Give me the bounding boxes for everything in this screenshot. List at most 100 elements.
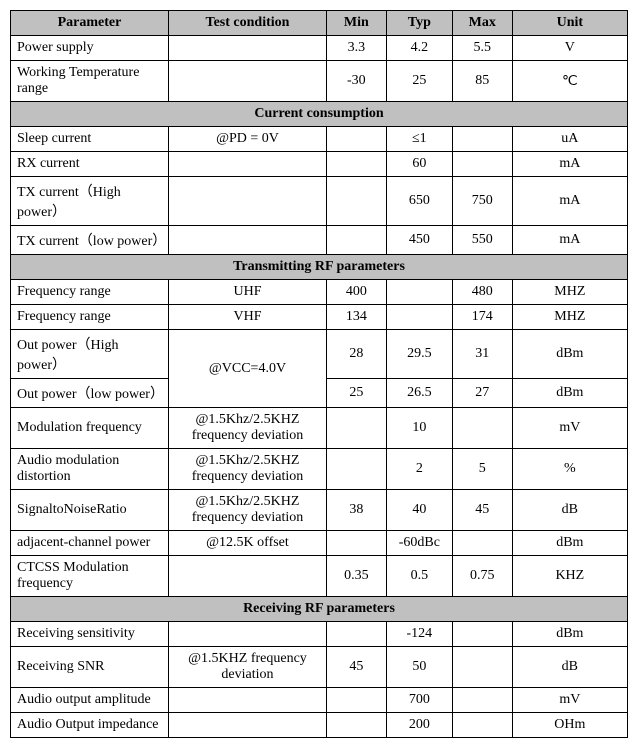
- cell-unit: mA: [512, 152, 627, 177]
- cell-max: [452, 622, 512, 647]
- cell-max: [452, 152, 512, 177]
- cell-max: [452, 713, 512, 738]
- cell-min: -30: [326, 61, 386, 102]
- section-tx-params: Transmitting RF parameters: [11, 255, 628, 280]
- cell-cond: [168, 713, 326, 738]
- cell-typ: -124: [386, 622, 452, 647]
- table-row: SignaltoNoiseRatio @1.5Khz/2.5KHZ freque…: [11, 490, 628, 531]
- cell-min: 25: [326, 379, 386, 408]
- cell-cond: [168, 177, 326, 226]
- table-row: Receiving sensitivity -124 dBm: [11, 622, 628, 647]
- cell-min: [326, 152, 386, 177]
- cell-max: 45: [452, 490, 512, 531]
- cell-min: [326, 449, 386, 490]
- cell-typ: [386, 305, 452, 330]
- cell-param: Modulation frequency: [11, 408, 169, 449]
- cell-param: Out power（low power）: [11, 379, 169, 408]
- col-test-condition: Test condition: [168, 11, 326, 36]
- cell-unit: %: [512, 449, 627, 490]
- table-row: Power supply 3.3 4.2 5.5 V: [11, 36, 628, 61]
- cell-param: TX current（High power）: [11, 177, 169, 226]
- cell-max: 174: [452, 305, 512, 330]
- cell-typ: 450: [386, 226, 452, 255]
- cell-typ: [386, 280, 452, 305]
- cell-cond: @PD = 0V: [168, 127, 326, 152]
- cell-param: Frequency range: [11, 280, 169, 305]
- cell-min: [326, 531, 386, 556]
- cell-unit: ℃: [512, 61, 627, 102]
- cell-param: TX current（low power）: [11, 226, 169, 255]
- cell-typ: 10: [386, 408, 452, 449]
- cell-param: Frequency range: [11, 305, 169, 330]
- table-row: Out power（High power） @VCC=4.0V 28 29.5 …: [11, 330, 628, 379]
- cell-min: [326, 127, 386, 152]
- cell-param: Receiving SNR: [11, 647, 169, 688]
- cell-cond: [168, 152, 326, 177]
- cell-max: [452, 127, 512, 152]
- cell-param: Power supply: [11, 36, 169, 61]
- cell-typ: 2: [386, 449, 452, 490]
- cell-unit: dBm: [512, 330, 627, 379]
- cell-cond: VHF: [168, 305, 326, 330]
- cell-max: 5.5: [452, 36, 512, 61]
- cell-cond: @12.5K offset: [168, 531, 326, 556]
- cell-typ: -60dBc: [386, 531, 452, 556]
- cell-cond: UHF: [168, 280, 326, 305]
- cell-max: 550: [452, 226, 512, 255]
- col-max: Max: [452, 11, 512, 36]
- table-row: TX current（low power） 450 550 mA: [11, 226, 628, 255]
- cell-typ: 4.2: [386, 36, 452, 61]
- cell-param: adjacent-channel power: [11, 531, 169, 556]
- cell-typ: 29.5: [386, 330, 452, 379]
- cell-min: [326, 622, 386, 647]
- cell-max: [452, 688, 512, 713]
- cell-max: 0.75: [452, 556, 512, 597]
- cell-typ: 25: [386, 61, 452, 102]
- section-header: Transmitting RF parameters: [11, 255, 628, 280]
- cell-unit: mA: [512, 177, 627, 226]
- cell-unit: dBm: [512, 379, 627, 408]
- table-row: Frequency range UHF 400 480 MHZ: [11, 280, 628, 305]
- table-row: TX current（High power） 650 750 mA: [11, 177, 628, 226]
- col-parameter: Parameter: [11, 11, 169, 36]
- cell-param: RX current: [11, 152, 169, 177]
- col-unit: Unit: [512, 11, 627, 36]
- cell-cond: @VCC=4.0V: [168, 330, 326, 408]
- cell-cond: [168, 556, 326, 597]
- cell-unit: mV: [512, 408, 627, 449]
- table-row: RX current 60 mA: [11, 152, 628, 177]
- cell-unit: V: [512, 36, 627, 61]
- table-row: Audio output amplitude 700 mV: [11, 688, 628, 713]
- cell-typ: 700: [386, 688, 452, 713]
- cell-typ: 40: [386, 490, 452, 531]
- cell-param: Out power（High power）: [11, 330, 169, 379]
- cell-min: 28: [326, 330, 386, 379]
- cell-min: [326, 713, 386, 738]
- cell-param: Receiving sensitivity: [11, 622, 169, 647]
- cell-unit: uA: [512, 127, 627, 152]
- cell-max: 5: [452, 449, 512, 490]
- cell-min: 45: [326, 647, 386, 688]
- table-row: Frequency range VHF 134 174 MHZ: [11, 305, 628, 330]
- cell-cond: [168, 61, 326, 102]
- cell-param: Sleep current: [11, 127, 169, 152]
- cell-cond: @1.5Khz/2.5KHZ frequency deviation: [168, 490, 326, 531]
- section-current-consumption: Current consumption: [11, 102, 628, 127]
- cell-max: 27: [452, 379, 512, 408]
- cell-min: 38: [326, 490, 386, 531]
- cell-cond: @1.5Khz/2.5KHZ frequency deviation: [168, 449, 326, 490]
- section-rx-params: Receiving RF parameters: [11, 597, 628, 622]
- cell-unit: mA: [512, 226, 627, 255]
- cell-cond: [168, 36, 326, 61]
- cell-min: [326, 688, 386, 713]
- cell-max: [452, 408, 512, 449]
- cell-typ: 200: [386, 713, 452, 738]
- table-row: CTCSS Modulation frequency 0.35 0.5 0.75…: [11, 556, 628, 597]
- cell-min: [326, 226, 386, 255]
- table-row: Working Temperature range -30 25 85 ℃: [11, 61, 628, 102]
- cell-typ: 0.5: [386, 556, 452, 597]
- cell-min: 134: [326, 305, 386, 330]
- cell-max: 480: [452, 280, 512, 305]
- cell-typ: 26.5: [386, 379, 452, 408]
- cell-max: [452, 531, 512, 556]
